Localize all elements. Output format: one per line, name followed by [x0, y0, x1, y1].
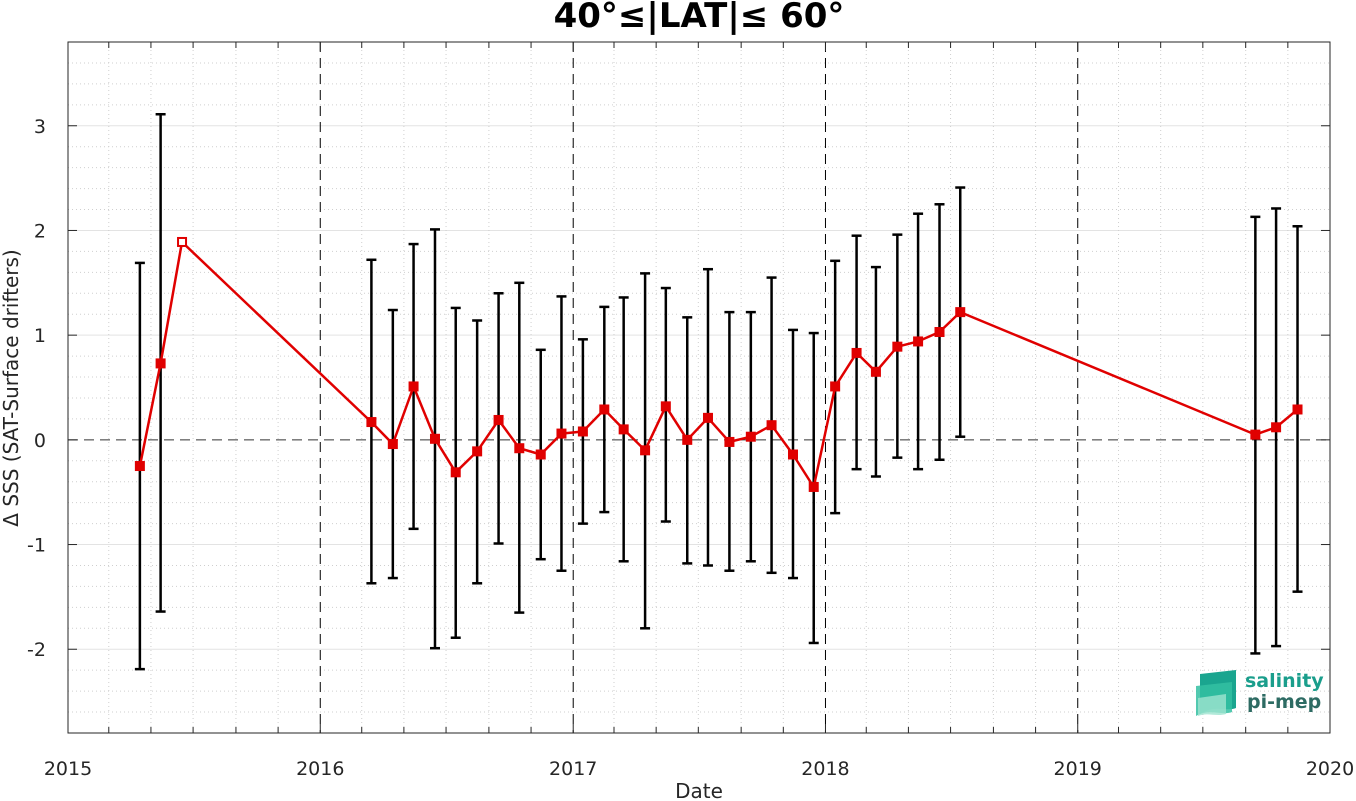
y-tick-label: -2: [27, 639, 46, 661]
data-point-marker: [870, 366, 881, 377]
data-point-marker: [851, 347, 862, 358]
salinity-pi-mep-logo: salinity pi-mep: [1196, 670, 1324, 716]
x-tick-label: 2017: [549, 758, 597, 780]
x-tick-label: 2016: [296, 758, 344, 780]
y-tick-label: 3: [34, 116, 46, 138]
x-tick-label: 2015: [44, 758, 92, 780]
x-tick-labels: 2015 2016 2017 2018 2019 2020: [44, 758, 1354, 780]
data-point-marker: [1271, 422, 1282, 433]
data-point-marker: [766, 420, 777, 431]
data-point-marker: [472, 446, 483, 457]
y-axis-label: Δ SSS (SAT-Surface drifters): [0, 249, 23, 526]
data-point-marker: [955, 307, 966, 318]
y-tick-label: 0: [34, 430, 46, 452]
data-point-marker: [387, 439, 398, 450]
data-point-marker: [134, 461, 145, 472]
data-point-marker: [1250, 429, 1261, 440]
data-point-marker: [366, 417, 377, 428]
data-point-marker: [450, 467, 461, 478]
x-tick-label: 2018: [801, 758, 849, 780]
wave-logo-icon: [1196, 670, 1236, 716]
x-axis-label: Date: [675, 779, 723, 801]
data-point-marker: [787, 449, 798, 460]
data-point-marker: [177, 236, 188, 247]
data-point-marker: [640, 445, 651, 456]
data-point-marker: [535, 449, 546, 460]
year-boundary-lines: [319, 42, 1079, 733]
axis-ticks: [67, 42, 1331, 733]
data-point-marker: [155, 358, 166, 369]
data-point-marker: [556, 428, 567, 439]
data-point-marker: [724, 436, 735, 447]
data-point-marker: [1292, 404, 1303, 415]
plot-frame: [67, 41, 1331, 734]
logo-text-salinity: salinity: [1245, 670, 1324, 692]
data-point-marker: [429, 433, 440, 444]
data-point-marker: [892, 341, 903, 352]
y-tick-labels: -2 -1 0 1 2 3: [27, 116, 46, 661]
data-point-marker: [660, 401, 671, 412]
data-point-marker: [808, 481, 819, 492]
data-point-marker: [599, 404, 610, 415]
data-point-marker: [830, 381, 841, 392]
y-tick-label: 1: [34, 325, 46, 347]
data-point-marker: [514, 443, 525, 454]
chart-title: 40°≤|LAT|≤ 60°: [554, 0, 845, 36]
marker-layer: [134, 236, 1303, 492]
data-point-marker: [493, 414, 504, 425]
data-point-marker: [408, 381, 419, 392]
data-point-marker: [702, 412, 713, 423]
x-tick-label: 2020: [1306, 758, 1354, 780]
y-tick-label: 2: [34, 220, 46, 242]
logo-text-pi-mep: pi-mep: [1247, 691, 1321, 713]
y-tick-label: -1: [27, 535, 46, 557]
data-point-marker: [745, 431, 756, 442]
data-point-marker: [934, 327, 945, 338]
data-point-marker: [618, 424, 629, 435]
data-point-marker: [577, 426, 588, 437]
data-point-marker: [682, 434, 693, 445]
x-tick-label: 2019: [1054, 758, 1102, 780]
data-point-marker: [913, 336, 924, 347]
